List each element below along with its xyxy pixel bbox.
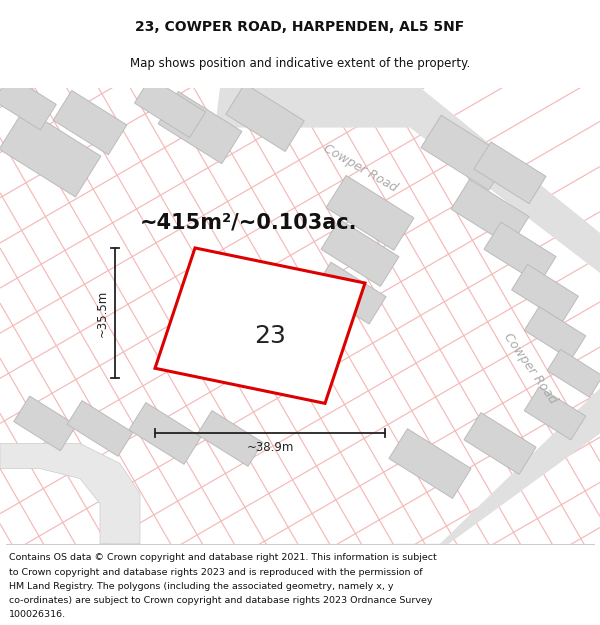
Polygon shape <box>547 349 600 398</box>
Polygon shape <box>134 78 206 138</box>
Text: ~415m²/~0.103ac.: ~415m²/~0.103ac. <box>140 213 358 233</box>
Polygon shape <box>389 429 471 498</box>
Polygon shape <box>385 388 600 554</box>
Polygon shape <box>524 307 586 360</box>
Text: Cowper Road: Cowper Road <box>501 331 559 406</box>
Polygon shape <box>158 91 242 164</box>
Polygon shape <box>53 91 127 155</box>
Polygon shape <box>0 108 101 197</box>
Polygon shape <box>129 402 201 464</box>
Polygon shape <box>512 264 578 322</box>
Text: to Crown copyright and database rights 2023 and is reproduced with the permissio: to Crown copyright and database rights 2… <box>9 568 422 577</box>
Polygon shape <box>215 88 600 273</box>
Polygon shape <box>0 75 56 130</box>
Polygon shape <box>14 396 76 451</box>
Polygon shape <box>421 115 509 190</box>
Text: 23, COWPER ROAD, HARPENDEN, AL5 5NF: 23, COWPER ROAD, HARPENDEN, AL5 5NF <box>136 20 464 34</box>
Text: HM Land Registry. The polygons (including the associated geometry, namely x, y: HM Land Registry. The polygons (includin… <box>9 582 394 591</box>
Text: Contains OS data © Crown copyright and database right 2021. This information is : Contains OS data © Crown copyright and d… <box>9 554 437 562</box>
Polygon shape <box>321 219 399 286</box>
Text: 100026316.: 100026316. <box>9 611 66 619</box>
Polygon shape <box>326 176 414 250</box>
Polygon shape <box>155 248 365 403</box>
Polygon shape <box>197 411 263 466</box>
Polygon shape <box>314 262 386 324</box>
Polygon shape <box>464 412 536 474</box>
Polygon shape <box>451 179 529 246</box>
Polygon shape <box>484 222 556 284</box>
Text: Map shows position and indicative extent of the property.: Map shows position and indicative extent… <box>130 57 470 70</box>
Text: ~35.5m: ~35.5m <box>96 289 109 337</box>
Text: ~38.9m: ~38.9m <box>247 441 293 454</box>
Text: co-ordinates) are subject to Crown copyright and database rights 2023 Ordnance S: co-ordinates) are subject to Crown copyr… <box>9 596 433 605</box>
Text: 23: 23 <box>254 324 286 348</box>
Polygon shape <box>474 142 546 204</box>
Polygon shape <box>67 401 133 456</box>
Polygon shape <box>226 84 304 151</box>
Polygon shape <box>524 387 586 440</box>
Text: Cowper Road: Cowper Road <box>321 141 399 194</box>
Polygon shape <box>0 444 140 544</box>
